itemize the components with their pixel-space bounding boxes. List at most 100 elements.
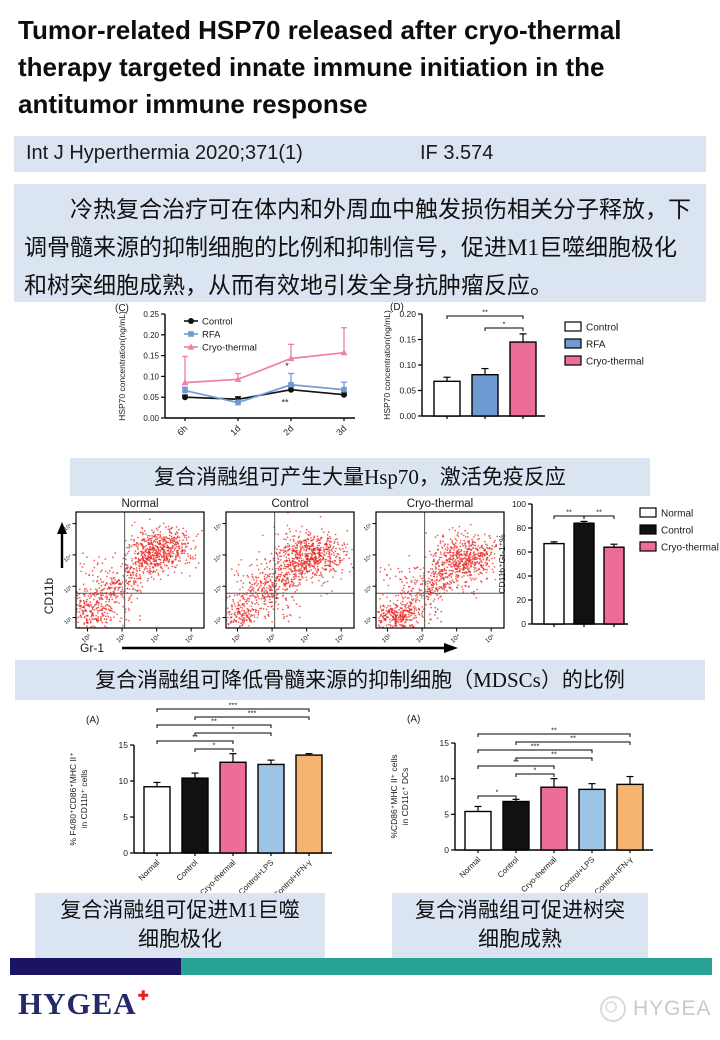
svg-text:**: ** — [566, 508, 572, 517]
svg-text:0.00: 0.00 — [143, 414, 159, 423]
abstract-text: 冷热复合治疗可在体内和外周血中触发损伤相关分子释放，下调骨髓来源的抑制细胞的比例… — [24, 197, 691, 298]
svg-text:Cryo-thermal: Cryo-thermal — [198, 858, 237, 893]
svg-text:**: ** — [596, 508, 602, 517]
svg-text:15: 15 — [119, 740, 129, 750]
svg-text:10⁵: 10⁵ — [212, 522, 223, 533]
svg-text:*: * — [285, 361, 289, 371]
hygea-watermark: HYGEA — [600, 996, 712, 1022]
svg-text:3d: 3d — [334, 423, 348, 437]
svg-text:RFA: RFA — [202, 330, 221, 341]
svg-text:*: * — [232, 725, 235, 734]
svg-text:10⁵: 10⁵ — [62, 522, 73, 533]
svg-text:%CD86⁺MHC II⁺ cells: %CD86⁺MHC II⁺ cells — [389, 754, 399, 838]
svg-text:5: 5 — [123, 812, 128, 822]
svg-text:Cryo-thermal: Cryo-thermal — [661, 543, 719, 554]
svg-text:0: 0 — [444, 845, 449, 855]
svg-text:10²: 10² — [231, 633, 243, 645]
hsp70-bar-chart: 0.000.050.100.150.20 ***HSP70 concentrati… — [382, 302, 644, 421]
caption-hsp70: 复合消融组可产生大量Hsp70，激活免疫反应 — [70, 458, 650, 496]
mdsc-bar-chart: 0 20 40 60 80 100 ** ** CD11b⁺Gr-1⁺% Normal Contro… — [497, 499, 719, 629]
svg-text:2d: 2d — [281, 423, 295, 437]
svg-text:**: ** — [551, 750, 557, 759]
svg-text:10²: 10² — [81, 633, 93, 645]
svg-text:40: 40 — [517, 571, 527, 581]
svg-text:5: 5 — [444, 809, 449, 819]
journal-bar: Int J Hyperthermia 2020;371(1) IF 3.574 — [14, 136, 706, 172]
svg-text:10³: 10³ — [415, 633, 427, 645]
impact-factor: IF 3.574 — [420, 142, 494, 164]
caption-dc: 复合消融组可促进树突 细胞成熟 — [392, 893, 648, 960]
svg-text:60: 60 — [517, 547, 527, 557]
svg-text:10⁴: 10⁴ — [450, 633, 462, 645]
svg-text:10: 10 — [119, 776, 129, 786]
svg-text:(A): (A) — [86, 715, 99, 726]
svg-text:Control: Control — [202, 317, 233, 328]
svg-text:Control+IFN-γ: Control+IFN-γ — [272, 858, 314, 893]
svg-text:0.15: 0.15 — [399, 335, 416, 345]
svg-text:1d: 1d — [228, 423, 242, 437]
svg-text:*: * — [213, 741, 216, 750]
svg-text:15: 15 — [440, 738, 450, 748]
svg-text:Gr-1: Gr-1 — [80, 641, 104, 655]
journal-reference: Int J Hyperthermia 2020;371(1) — [26, 142, 303, 164]
svg-text:10⁴: 10⁴ — [62, 553, 73, 564]
svg-text:**: ** — [513, 758, 519, 767]
svg-text:**: ** — [551, 726, 557, 735]
svg-text:6h: 6h — [175, 423, 189, 437]
svg-text:***: *** — [248, 709, 257, 718]
svg-text:10⁵: 10⁵ — [362, 522, 373, 533]
svg-text:Control: Control — [496, 855, 521, 880]
svg-text:***: *** — [531, 742, 540, 751]
svg-text:0.10: 0.10 — [399, 360, 416, 370]
svg-text:10⁴: 10⁴ — [300, 633, 312, 645]
svg-text:Control+IFN-γ: Control+IFN-γ — [593, 855, 635, 893]
svg-text:10³: 10³ — [63, 585, 73, 595]
svg-text:10²: 10² — [213, 616, 223, 626]
svg-text:0.05: 0.05 — [143, 393, 159, 402]
svg-text:Normal: Normal — [121, 498, 158, 510]
svg-text:**: ** — [570, 734, 576, 743]
svg-text:Control+LPS: Control+LPS — [237, 858, 276, 893]
svg-text:Normal: Normal — [458, 855, 483, 880]
svg-text:in CD11c⁺ DCs: in CD11c⁺ DCs — [400, 768, 410, 826]
svg-text:*: * — [496, 788, 499, 797]
svg-text:Cryo-thermal: Cryo-thermal — [202, 343, 257, 354]
svg-text:(C): (C) — [115, 303, 129, 314]
svg-text:**: ** — [482, 308, 488, 317]
svg-text:10³: 10³ — [115, 633, 127, 645]
svg-text:10⁵: 10⁵ — [484, 633, 496, 645]
svg-text:% F4/80⁺CD86⁺MHC II⁺: % F4/80⁺CD86⁺MHC II⁺ — [68, 752, 78, 846]
svg-text:10²: 10² — [363, 616, 373, 626]
svg-text:10³: 10³ — [363, 585, 373, 595]
svg-text:(D): (D) — [390, 302, 404, 313]
svg-text:0.05: 0.05 — [399, 386, 416, 396]
abstract-box: 冷热复合治疗可在体内和外周血中触发损伤相关分子释放，下调骨髓来源的抑制细胞的比例… — [14, 184, 706, 302]
caption-m1: 复合消融组可促进M1巨噬 细胞极化 — [35, 893, 325, 960]
svg-text:RFA: RFA — [586, 340, 606, 351]
svg-text:10: 10 — [440, 774, 450, 784]
svg-text:*: * — [503, 320, 506, 329]
svg-text:**: ** — [211, 717, 217, 726]
svg-text:HSP70 concentration(ng/mL): HSP70 concentration(ng/mL) — [117, 311, 127, 421]
footer-bar-teal-segment — [181, 958, 712, 975]
svg-text:Control: Control — [175, 858, 200, 883]
watermark-circle-icon — [600, 996, 626, 1022]
svg-text:Normal: Normal — [137, 858, 162, 883]
svg-text:10³: 10³ — [213, 585, 223, 595]
svg-text:Control: Control — [586, 323, 618, 334]
svg-text:Control: Control — [661, 526, 693, 537]
logo-cross-icon: ✚ — [137, 988, 150, 1003]
footer-accent-bar — [0, 958, 720, 975]
hygea-logo: HYGEA✚ — [18, 986, 150, 1021]
svg-text:10⁴: 10⁴ — [150, 633, 162, 645]
svg-text:Control: Control — [271, 498, 308, 510]
svg-text:10⁵: 10⁵ — [184, 633, 196, 645]
svg-text:*: * — [534, 766, 537, 775]
svg-text:10⁴: 10⁴ — [362, 553, 373, 564]
svg-text:Cryo-thermal: Cryo-thermal — [519, 855, 558, 893]
svg-text:10³: 10³ — [265, 633, 277, 645]
